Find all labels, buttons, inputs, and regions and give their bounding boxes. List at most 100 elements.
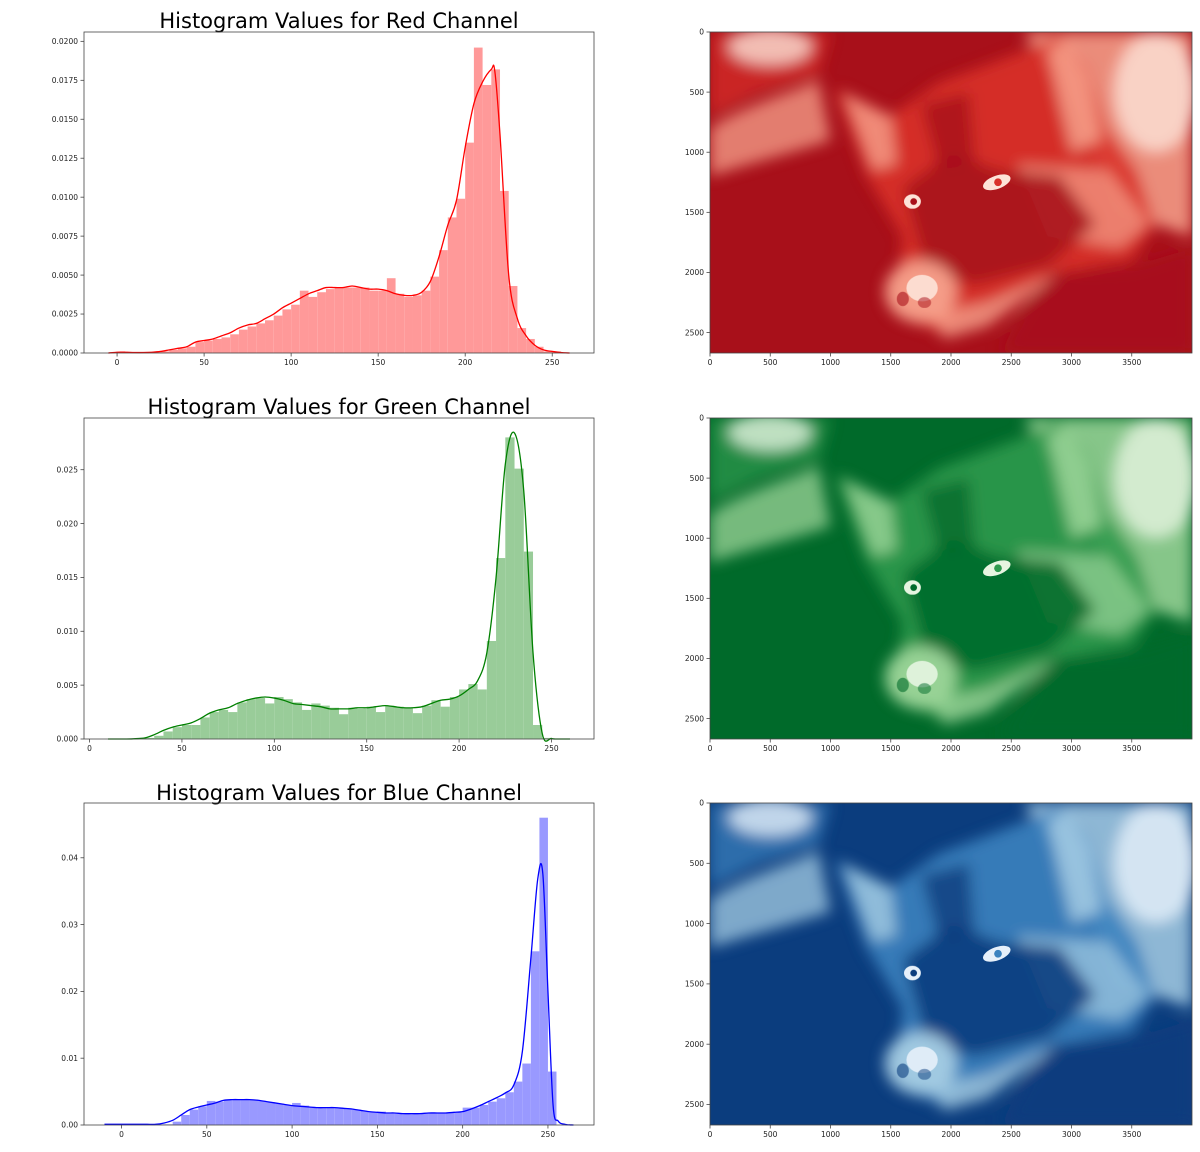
x-tick-label: 50	[202, 1130, 212, 1139]
x-tick-label: 1500	[881, 744, 900, 753]
y-tick-label: 1500	[685, 208, 704, 217]
histogram-panel: Histogram Values for Red Channel 0 50 100 15…	[52, 9, 595, 367]
histogram-bar	[265, 703, 275, 739]
histogram-bar	[430, 276, 440, 353]
histogram-bar	[326, 1107, 335, 1125]
histogram-bar	[309, 1106, 318, 1125]
x-tick-label: 2500	[1002, 1130, 1021, 1139]
histogram-bar	[266, 1102, 276, 1125]
histogram-bar	[456, 198, 466, 353]
histogram-bar	[230, 334, 239, 353]
x-tick-label: 0	[708, 358, 713, 367]
histogram-bar	[212, 338, 222, 353]
histogram-bar	[169, 349, 178, 353]
y-tick-label: 1500	[685, 980, 704, 989]
histogram-bar	[189, 1109, 199, 1125]
histogram-bar	[329, 707, 339, 739]
histogram-bar	[488, 1101, 497, 1125]
x-tick-label: 100	[285, 1130, 300, 1139]
y-tick-label: 0.02	[61, 987, 78, 996]
histogram-bar	[283, 699, 293, 739]
histogram-bar	[255, 698, 266, 739]
y-tick-label: 2000	[685, 1040, 704, 1049]
histogram-bar	[209, 712, 219, 739]
histogram-bar	[477, 689, 487, 739]
histogram-bar	[348, 707, 358, 739]
histogram-bar	[249, 1099, 258, 1125]
histogram-bar	[334, 287, 344, 353]
histogram-bar	[508, 285, 518, 353]
x-tick-label: 500	[763, 1130, 778, 1139]
histogram-bar	[221, 337, 231, 353]
histogram-panel: Histogram Values for Green Channel 0 50 100…	[57, 395, 595, 753]
histogram-bar	[218, 709, 229, 739]
histogram-bar	[181, 1114, 190, 1125]
x-tick-label: 3000	[1062, 358, 1081, 367]
histogram-bar	[471, 1107, 480, 1125]
histogram-bar	[486, 640, 497, 739]
histogram-bar	[246, 699, 256, 739]
y-tick-label: 1500	[685, 594, 704, 603]
histogram-bar	[447, 217, 457, 353]
axes-frame	[83, 417, 595, 740]
y-tick-label: 500	[690, 474, 705, 483]
kde-line	[108, 431, 570, 742]
x-tick-label: 0	[708, 1130, 713, 1139]
x-tick-label: 0	[115, 358, 120, 367]
y-tick-label: 0.03	[61, 920, 78, 929]
histogram-bar	[343, 1108, 352, 1125]
histogram-bar	[223, 1100, 233, 1125]
y-tick-label: 0.0075	[52, 232, 78, 241]
husky-channel-image	[710, 803, 1192, 1125]
histogram-bar	[539, 817, 548, 1125]
y-tick-label: 0.005	[57, 681, 79, 690]
histogram-bar	[351, 1109, 361, 1125]
histogram-bar	[385, 1113, 395, 1125]
y-tick-label: 0.0100	[52, 193, 78, 202]
histogram-bar	[339, 714, 349, 739]
histogram-bar	[247, 326, 257, 353]
axes-frame	[83, 31, 595, 354]
y-tick-label: 0.000	[57, 735, 79, 744]
histogram-bar	[257, 1100, 267, 1125]
histogram-bar	[163, 731, 173, 739]
x-tick-label: 3000	[1062, 1130, 1081, 1139]
histogram-bar	[283, 1104, 293, 1125]
axes-frame	[83, 802, 595, 1126]
x-tick-label: 500	[763, 744, 778, 753]
chart-title: Histogram Values for Red Channel	[159, 9, 518, 33]
histogram-bar	[411, 1113, 421, 1125]
y-tick-label: 0	[699, 799, 704, 808]
histogram-bar	[317, 292, 326, 353]
histogram-bar	[320, 705, 330, 739]
histogram-bar	[291, 304, 300, 353]
x-tick-label: 250	[545, 358, 560, 367]
histogram-bar	[412, 713, 423, 739]
x-tick-label: 2000	[941, 1130, 960, 1139]
histogram-bar	[256, 323, 266, 353]
x-tick-label: 2000	[941, 744, 960, 753]
histogram-bar	[228, 712, 238, 739]
histogram-bar	[395, 293, 405, 353]
x-tick-label: 150	[360, 744, 375, 753]
husky-channel-image	[710, 32, 1192, 353]
histogram-bar	[172, 727, 182, 739]
histogram-bar	[357, 708, 367, 739]
chart-title: Histogram Values for Blue Channel	[156, 781, 522, 805]
x-tick-label: 250	[544, 744, 559, 753]
x-tick-label: 100	[267, 744, 282, 753]
x-tick-label: 200	[452, 744, 467, 753]
histogram-bar	[543, 351, 553, 353]
kde-line	[104, 862, 574, 1126]
y-tick-label: 0.0050	[52, 271, 78, 280]
y-tick-label: 0.00	[61, 1121, 78, 1130]
histogram-bar	[177, 348, 187, 353]
histogram-bar	[300, 1105, 310, 1125]
x-tick-label: 0	[708, 744, 713, 753]
histogram-bar	[160, 351, 170, 353]
histogram-bar	[204, 340, 213, 353]
histogram-bar	[265, 320, 274, 353]
histogram-bar	[275, 1103, 284, 1125]
histogram-bar	[215, 1101, 224, 1125]
